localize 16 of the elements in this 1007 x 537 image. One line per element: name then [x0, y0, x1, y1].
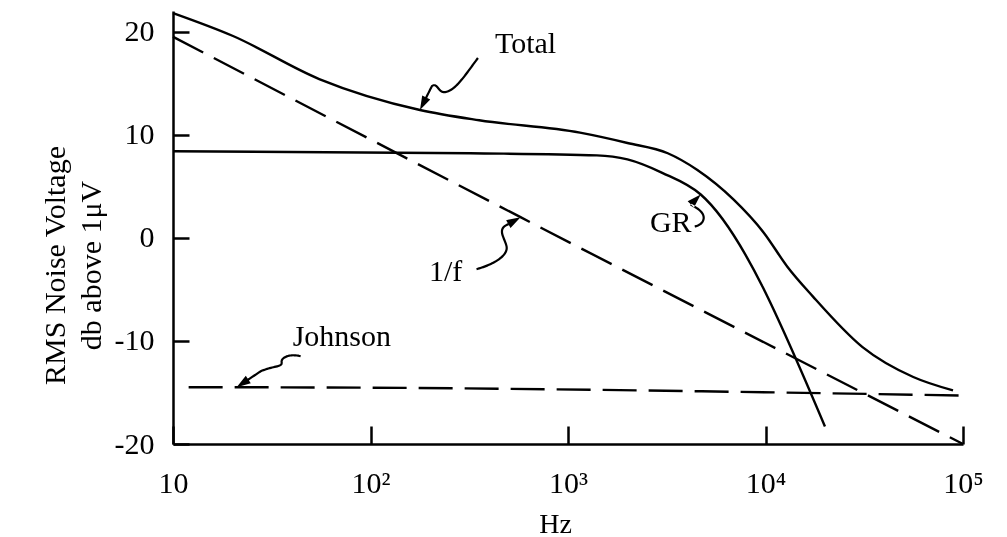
y-tick-label: 20 — [124, 14, 155, 48]
x-tick-label: 10³ — [549, 465, 588, 499]
text: Total — [494, 25, 557, 59]
legend-label: GR — [649, 204, 692, 238]
y-axis-title: RMS Noise Voltage db above 1μV — [37, 146, 107, 385]
x-tick-label: 10 — [158, 465, 189, 499]
y-tick-label: 0 — [139, 220, 155, 254]
y-tick-label: -20 — [114, 426, 155, 460]
x-tick-label: 10⁴ — [745, 465, 787, 499]
x-tick-label: 10⁵ — [943, 465, 984, 499]
y-tick-label: 10 — [124, 117, 155, 151]
series-label: 1/f — [428, 254, 463, 288]
series-label: Johnson — [292, 319, 391, 353]
x-tick-label: 10² — [351, 465, 391, 499]
x-axis-title: Hz — [539, 507, 572, 537]
y-tick-label: -10 — [114, 323, 155, 357]
